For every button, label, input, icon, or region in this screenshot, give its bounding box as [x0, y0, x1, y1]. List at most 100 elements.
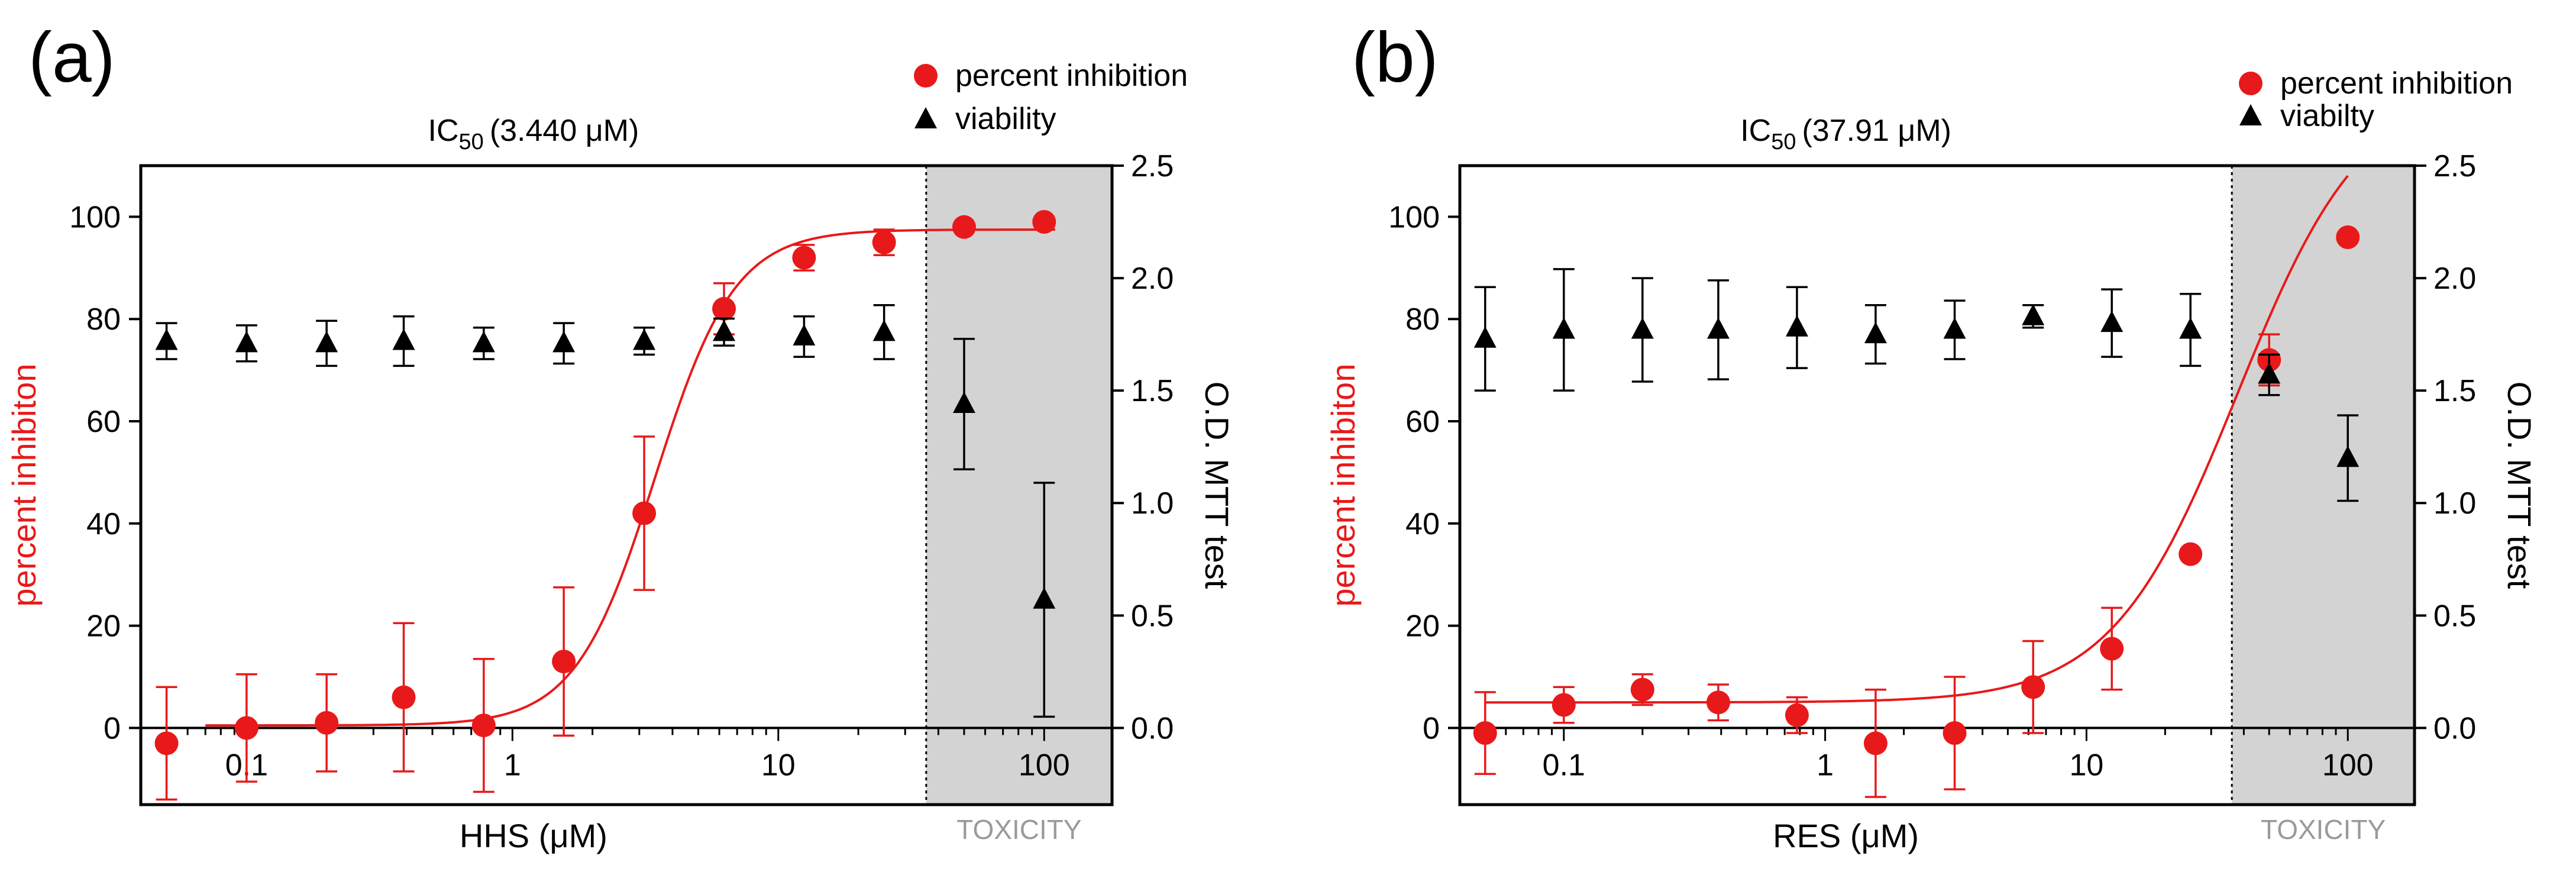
plot-frame [1458, 164, 2416, 806]
data-point-viability [2179, 317, 2202, 339]
data-point-viability [1033, 587, 1056, 609]
x-tick-label: 1 [504, 748, 521, 782]
x-tick-label: 10 [761, 748, 796, 782]
toxicity-region [2232, 166, 2415, 805]
ic50-subscript: 50 [459, 130, 484, 154]
y-left-tick-label: 60 [1405, 405, 1440, 439]
data-point-inhibition [1863, 731, 1887, 756]
x-tick-label: 100 [1019, 748, 1070, 782]
y-right-tick-label: 0.0 [2433, 711, 2476, 745]
data-point-viability [1943, 317, 1966, 339]
data-point-viability [235, 331, 258, 353]
data-point-viability [2336, 446, 2360, 467]
data-point-viability [2022, 304, 2045, 325]
y-right-tick-label: 2.0 [1131, 262, 1174, 296]
data-point-inhibition [712, 296, 736, 321]
data-point-inhibition [792, 246, 816, 270]
data-point-viability [713, 319, 736, 341]
data-point-viability [2100, 311, 2123, 333]
plot-frame [139, 164, 1114, 806]
data-point-inhibition [2021, 675, 2045, 699]
data-point-inhibition [952, 215, 976, 239]
data-point-inhibition [1552, 693, 1576, 717]
data-point-inhibition [1473, 721, 1497, 745]
x-tick-label: 0.1 [1543, 748, 1585, 782]
y-right-tick-label: 0.0 [1131, 711, 1174, 745]
y-right-axis-title: O.D. MTT test [2501, 382, 2538, 589]
fit-curve [205, 228, 1055, 727]
y-left-tick-label: 0 [104, 711, 121, 745]
legend-label: percent inhibition [955, 59, 1188, 93]
data-point-inhibition [315, 711, 339, 735]
y-left-tick-label: 20 [86, 609, 121, 644]
data-point-inhibition [632, 501, 657, 525]
legend-marker-circle [2239, 72, 2263, 95]
data-point-viability [2258, 362, 2281, 384]
ic50-label: IC50 (37.91 μM) [1740, 114, 1951, 154]
toxicity-label: TOXICITY [956, 814, 1081, 845]
y-left-tick-label: 100 [1388, 200, 1440, 234]
data-point-inhibition [1630, 677, 1654, 702]
y-right-tick-label: 0.5 [1131, 599, 1174, 633]
legend-label: viabilty [2280, 99, 2374, 133]
legend-label: percent inhibition [2280, 66, 2513, 101]
data-point-inhibition [1785, 703, 1809, 727]
data-point-viability [1785, 315, 1808, 337]
data-point-viability [872, 319, 896, 341]
y-left-tick-label: 80 [1405, 302, 1440, 337]
toxicity-label: TOXICITY [2261, 814, 2386, 845]
data-point-viability [1631, 317, 1654, 339]
data-point-inhibition [234, 716, 258, 740]
y-left-tick-label: 40 [1405, 507, 1440, 541]
data-point-inhibition [872, 230, 896, 254]
y-right-tick-label: 1.5 [1131, 374, 1174, 408]
data-point-viability [1473, 326, 1497, 348]
ic50-subscript: 50 [1771, 130, 1796, 154]
y-left-tick-label: 60 [86, 405, 121, 439]
x-axis-title: RES (μM) [1773, 817, 1919, 854]
y-left-tick-label: 0 [1423, 711, 1440, 745]
data-point-inhibition [2336, 225, 2360, 249]
legend-marker-triangle [914, 107, 937, 128]
data-point-viability [392, 328, 415, 350]
fit-curve [1485, 175, 2349, 704]
panel-label: (a) [28, 18, 115, 97]
data-point-inhibition [392, 685, 416, 709]
ic50-value: (37.91 μM) [1802, 114, 1951, 148]
legend-marker-circle [914, 64, 938, 88]
data-point-viability [472, 331, 495, 353]
y-left-axis-title: percent inhibiton [5, 364, 43, 607]
data-point-viability [552, 331, 576, 353]
y-right-tick-label: 2.5 [1131, 149, 1174, 183]
y-right-tick-label: 1.0 [2433, 486, 2476, 521]
y-right-tick-label: 1.0 [1131, 486, 1174, 521]
data-point-viability [1706, 317, 1730, 339]
panel-label: (b) [1352, 18, 1439, 97]
y-right-axis-title: O.D. MTT test [1198, 382, 1236, 589]
data-point-viability [793, 324, 816, 346]
ic50-value: (3.440 μM) [490, 114, 639, 148]
data-point-inhibition [552, 650, 576, 674]
data-point-inhibition [2100, 637, 2124, 661]
y-left-tick-label: 80 [86, 302, 121, 337]
legend-marker-triangle [2239, 104, 2262, 125]
y-right-tick-label: 2.5 [2433, 149, 2476, 183]
data-point-inhibition [471, 714, 496, 738]
data-point-inhibition [2179, 542, 2203, 566]
ic50-prefix: IC [1740, 114, 1771, 148]
y-right-tick-label: 1.5 [2433, 374, 2476, 408]
toxicity-region [926, 166, 1112, 805]
x-tick-label: 100 [2322, 748, 2374, 782]
data-point-inhibition [1032, 210, 1056, 234]
y-left-tick-label: 20 [1405, 609, 1440, 644]
x-tick-label: 1 [1817, 748, 1834, 782]
y-right-tick-label: 2.0 [2433, 262, 2476, 296]
y-left-tick-label: 100 [69, 200, 121, 234]
chart-panel-b: TOXICITY 0.1 1 10 100 0 20 40 60 80 100 0.0 0.5 1.0 1.… [1324, 18, 2538, 854]
x-tick-label: 10 [2069, 748, 2103, 782]
data-point-inhibition [1706, 690, 1730, 715]
data-point-viability [1552, 317, 1575, 339]
data-point-viability [633, 328, 656, 350]
